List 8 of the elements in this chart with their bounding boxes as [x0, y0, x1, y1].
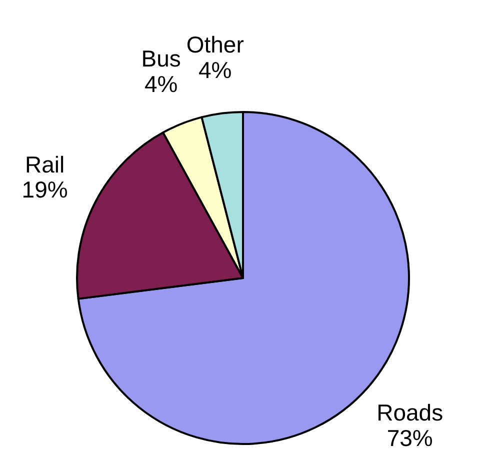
data-label: 73% — [386, 424, 433, 451]
data-label: 4% — [144, 70, 178, 97]
slice-label: Rail — [24, 151, 65, 178]
slice-label: Roads — [376, 400, 444, 426]
data-label: 19% — [22, 176, 68, 203]
slice-label: Other — [186, 32, 244, 58]
slice-label: Bus — [141, 46, 181, 72]
data-label: 4% — [198, 57, 232, 84]
